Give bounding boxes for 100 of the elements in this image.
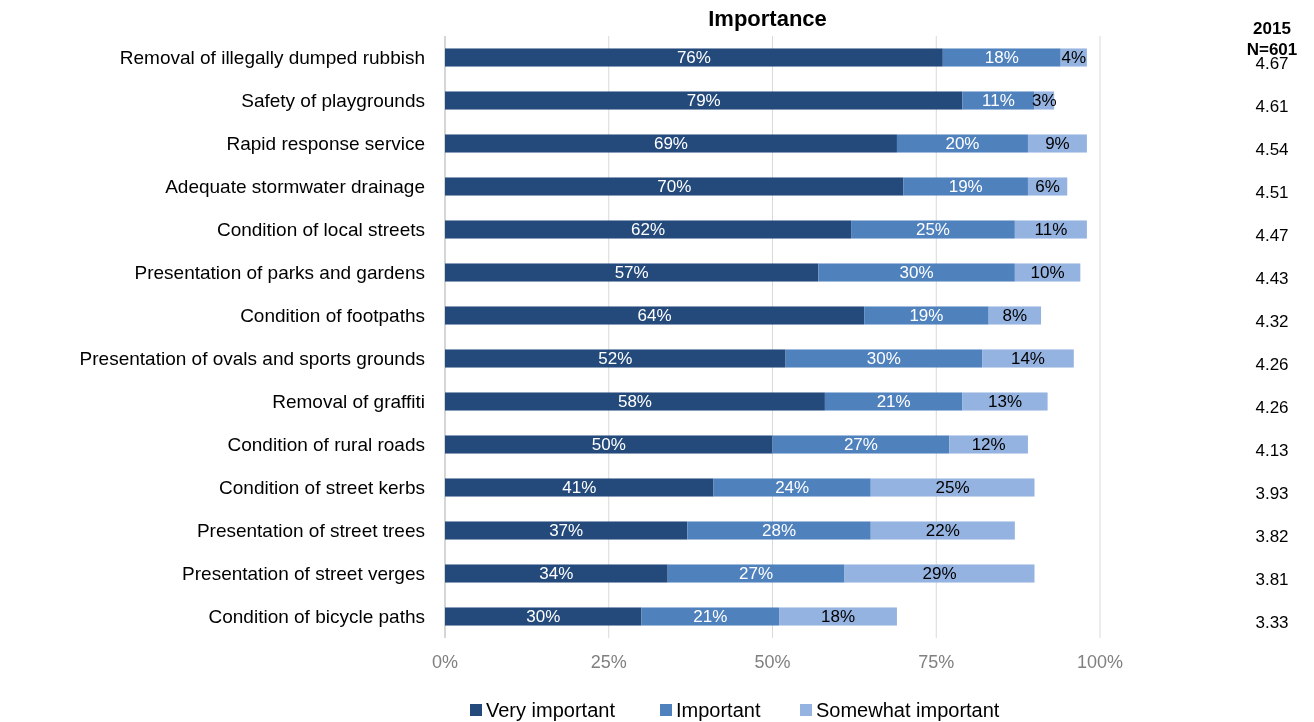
data-label: 6%: [1035, 177, 1060, 197]
data-label: 52%: [598, 349, 633, 369]
bar: [772, 435, 950, 454]
data-label: 25%: [935, 478, 970, 498]
bar: [870, 478, 1035, 497]
legend-label: Important: [676, 699, 761, 721]
data-label: 76%: [676, 48, 711, 68]
bar: [982, 349, 1074, 368]
y-tick-label: Adequate stormwater drainage: [165, 176, 425, 198]
text: 4.26: [1255, 398, 1289, 418]
bar: [818, 263, 1015, 282]
y-tick-label: Condition of bicycle paths: [208, 606, 425, 628]
bar: [785, 349, 983, 368]
text: 4.26: [1255, 355, 1289, 375]
text: 4.67: [1255, 54, 1289, 74]
data-label: 20%: [945, 134, 980, 154]
data-label: 27%: [843, 435, 878, 455]
bar: [962, 91, 1035, 110]
legend-label: Very important: [486, 699, 616, 721]
y-tick-label: Removal of illegally dumped rubbish: [119, 47, 425, 69]
bar: [824, 392, 963, 411]
y-tick-label: Presentation of street trees: [196, 520, 425, 542]
text: 4.61: [1255, 97, 1289, 117]
bar: [851, 220, 1015, 239]
data-label: 19%: [948, 177, 983, 197]
bar: [903, 177, 1028, 196]
x-tick-label: 50%: [754, 652, 791, 672]
y-tick-label: Presentation of parks and gardens: [134, 262, 425, 284]
bar: [445, 220, 852, 239]
bar: [864, 306, 989, 325]
data-label: 21%: [876, 392, 911, 412]
legend-label: Somewhat important: [816, 699, 1000, 721]
text: 3.81: [1255, 570, 1289, 590]
bar: [870, 521, 1015, 540]
x-tick-label: 0%: [431, 652, 459, 672]
text: 2015: [1253, 18, 1291, 38]
bar: [445, 134, 897, 153]
text: 3.33: [1255, 613, 1289, 633]
text: 3.93: [1255, 484, 1289, 504]
text: 4.13: [1255, 441, 1289, 461]
data-label: 18%: [984, 48, 1019, 68]
data-label: 10%: [1030, 263, 1065, 283]
data-label: 58%: [617, 392, 652, 412]
bar: [445, 349, 786, 368]
bar: [445, 48, 943, 67]
bar: [844, 564, 1035, 583]
data-label: 30%: [866, 349, 901, 369]
data-label: 11%: [1034, 220, 1068, 240]
bar: [445, 607, 642, 626]
data-label: 3%: [1032, 91, 1057, 111]
data-label: 11%: [982, 91, 1015, 111]
bar: [962, 392, 1048, 411]
data-label: 30%: [899, 263, 934, 283]
bar: [445, 91, 963, 110]
data-label: 28%: [762, 521, 797, 541]
text: 4.47: [1255, 226, 1289, 246]
y-tick-label: Condition of street kerbs: [219, 477, 425, 499]
y-tick-label: Condition of rural roads: [227, 434, 425, 456]
bar: [687, 521, 871, 540]
bar: [445, 478, 714, 497]
bar: [445, 564, 668, 583]
bar: [445, 435, 773, 454]
bar: [445, 263, 819, 282]
data-label: 13%: [988, 392, 1023, 412]
data-label: 8%: [1002, 306, 1028, 326]
bar: [779, 607, 897, 626]
x-tick-label: 75%: [918, 652, 955, 672]
data-label: 18%: [820, 607, 856, 627]
bar: [641, 607, 780, 626]
data-label: 57%: [614, 263, 649, 283]
y-tick-label: Rapid response service: [226, 133, 425, 155]
data-label: 12%: [971, 435, 1006, 455]
text: 3.82: [1255, 527, 1289, 547]
bar: [445, 177, 904, 196]
bar: [942, 48, 1061, 67]
y-tick-label: Presentation of ovals and sports grounds: [79, 348, 425, 370]
text: 4.32: [1255, 312, 1289, 332]
x-tick-label: 25%: [590, 652, 627, 672]
bar: [445, 392, 825, 411]
data-label: 69%: [653, 134, 688, 154]
data-label: 27%: [739, 564, 774, 584]
data-label: 50%: [591, 435, 626, 455]
bar: [445, 521, 688, 540]
bar: [445, 306, 865, 325]
y-tick-label: Removal of graffiti: [272, 391, 425, 413]
data-label: 21%: [693, 607, 728, 627]
chart-title: Importance: [708, 6, 827, 31]
data-label: 9%: [1045, 134, 1070, 154]
data-label: 37%: [549, 521, 584, 541]
data-label: 25%: [915, 220, 950, 240]
text: 4.51: [1255, 183, 1289, 203]
text: 4.54: [1255, 140, 1289, 160]
bar: [667, 564, 845, 583]
data-label: 14%: [1010, 349, 1045, 369]
data-label: 64%: [637, 306, 672, 326]
data-label: 24%: [775, 478, 810, 498]
data-label: 34%: [539, 564, 574, 584]
text: 4.43: [1255, 269, 1289, 289]
data-label: 29%: [922, 564, 957, 584]
x-tick-label: 100%: [1076, 652, 1124, 672]
